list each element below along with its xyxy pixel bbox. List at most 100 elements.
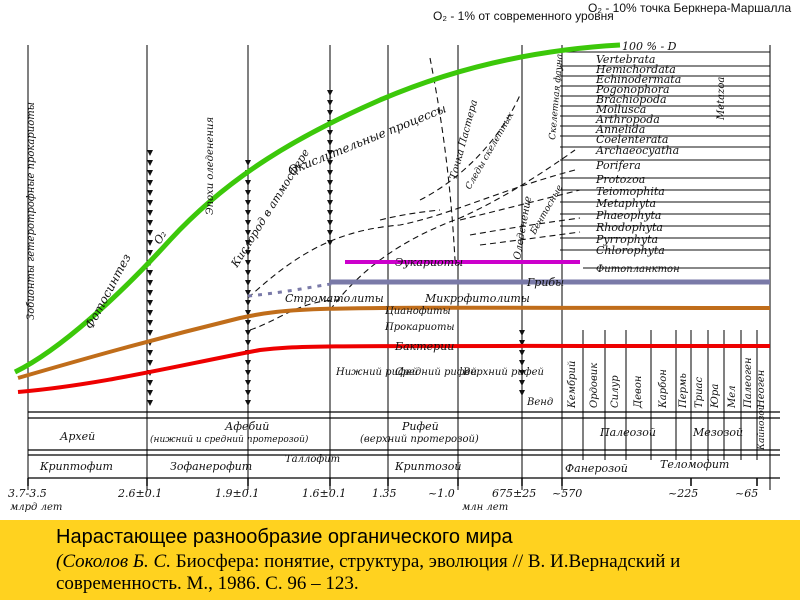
age-label: 1.35 [372, 487, 397, 500]
glaciation-triangle [245, 210, 251, 216]
glaciation-triangle [327, 230, 333, 236]
age-unit-billion: млрд лет [10, 502, 62, 513]
label-bacteria: Бактерии [394, 340, 454, 353]
glaciation-triangle [147, 240, 153, 246]
glaciation-triangle [245, 290, 251, 296]
glaciation-triangle [147, 190, 153, 196]
geologic-period-label: Ордовик [589, 363, 600, 408]
age-label: 3.7-3.5 [8, 487, 47, 500]
o2-ten-percent-label: O₂ - 10% точка Беркнера-Маршалла [588, 1, 791, 15]
glaciation-triangle [327, 130, 333, 136]
taxon-label: Teiomophita [596, 185, 665, 198]
glaciation-triangle [147, 400, 153, 406]
glaciation-triangle [327, 170, 333, 176]
eon-kainozoic: Кайнозой [757, 404, 767, 451]
phyto-zophanerophyte: Зофанерофит [170, 460, 252, 473]
glaciation-triangle [245, 310, 251, 316]
label-benthic: Бентосные [528, 183, 565, 237]
geologic-period-label: Триас [694, 377, 705, 408]
label-oxygen-atmosphere: Кислород в атмосфере [228, 146, 312, 270]
caption-authors: (Соколов Б. С. [56, 551, 171, 572]
glaciation-triangle [245, 370, 251, 376]
geologic-period-label: Карбон [658, 369, 669, 409]
glaciation-triangle [147, 180, 153, 186]
taxon-label: Protozoa [595, 173, 645, 186]
period-lower-riphean: Нижний рифей [335, 367, 418, 378]
taxon-label: Porifera [595, 159, 641, 172]
glaciation-triangle [519, 370, 525, 376]
glaciation-triangle [147, 290, 153, 296]
glaciation-triangle [327, 220, 333, 226]
label-stromatolites: Строматолиты [285, 292, 384, 305]
time-table-lines [28, 411, 780, 479]
glaciation-triangle [519, 390, 525, 396]
glaciation-triangle [327, 140, 333, 146]
taxon-label: Metaphyta [595, 197, 656, 210]
glaciation-triangle [245, 280, 251, 286]
period-middle-riphean: Средний рифей [395, 367, 477, 378]
label-fungi: Грибы [526, 276, 564, 289]
label-cyanophyta: Цианофиты [385, 306, 451, 317]
geologic-period-label: Палеоген [743, 357, 754, 409]
band-stromatolites [247, 280, 346, 298]
eon-mesozoic: Мезозой [692, 426, 743, 439]
taxon-label: Arthropoda [595, 113, 660, 126]
age-unit-million: млн лет [462, 502, 508, 513]
o2-one-percent-text: O₂ - 1% от современного уровня [433, 9, 614, 23]
eon-aphebian-sub: (нижний и средний протерозой) [150, 434, 309, 445]
geologic-period-label: Кембрий [567, 361, 578, 409]
age-label: 675±25 [492, 487, 536, 500]
label-photosynthesis: Фотосинтез [82, 251, 133, 331]
glaciation-triangle [245, 380, 251, 386]
glaciation-triangle [519, 350, 525, 356]
taxon-label: Archaeocyatha [595, 144, 679, 157]
geologic-period-label: Силур [610, 375, 621, 408]
label-microphytolites: Микрофитолиты [424, 292, 530, 305]
geologic-period-label: Мел [727, 385, 738, 409]
glaciation-triangle [147, 380, 153, 386]
glaciation-triangle [147, 310, 153, 316]
glaciation-triangle [245, 250, 251, 256]
taxon-label: Brachiopoda [595, 93, 667, 106]
glaciation-triangle [327, 180, 333, 186]
label-anaerobic: Зобионты гетеротрофные прокариоты [26, 102, 37, 320]
geologic-periods: Кембрий Ордовик Силур Девон Карбон Пермь Триас… [567, 357, 767, 409]
glaciation-triangle [327, 240, 333, 246]
age-label: ~225 [668, 487, 698, 500]
glaciation-triangle [245, 230, 251, 236]
phyto-cryptophyte: Криптофит [39, 460, 113, 473]
glaciation-triangle [147, 390, 153, 396]
glaciation-triangle [147, 220, 153, 226]
eon-aphebian: Афебий [224, 420, 269, 433]
age-label: ~65 [735, 487, 758, 500]
caption-reference: (Соколов Б. С. Биосфера: понятие, структ… [56, 551, 776, 595]
glaciation-triangle [245, 320, 251, 326]
taxon-label: Annelida [595, 123, 645, 136]
glaciation-triangle [245, 200, 251, 206]
eon-paleozoic: Палеозой [599, 426, 656, 439]
glaciation-triangle [147, 320, 153, 326]
age-label: ~570 [552, 487, 582, 500]
taxon-label: Echinodermata [595, 73, 681, 86]
glaciation-triangle [147, 210, 153, 216]
taxon-branches [560, 51, 770, 269]
label-metazoa: Metazoa [716, 77, 727, 121]
label-skeletal-fauna: Скелетная фауна [548, 53, 565, 140]
phyto-phanerozoic: Фанерозой [565, 462, 628, 475]
glaciation-triangle [245, 300, 251, 306]
glaciation-triangle [245, 270, 251, 276]
taxon-label: Chlorophyta [596, 244, 665, 257]
glaciation-triangle [245, 260, 251, 266]
age-label: 1.6±0.1 [302, 487, 346, 500]
label-oxidation: Окислительные процессы [286, 101, 448, 177]
glaciation-triangle [519, 360, 525, 366]
time-axis-ticks [27, 478, 758, 486]
age-labels: 3.7-3.5 2.6±0.1 1.9±0.1 1.6±0.1 1.35 ~1.0 675±… [8, 487, 758, 500]
glaciation-triangle [147, 270, 153, 276]
taxon-label: Phaeophyta [595, 209, 662, 222]
geologic-period-label: Неоген [756, 370, 767, 409]
glaciation-triangle [327, 190, 333, 196]
age-label: 2.6±0.1 [117, 487, 162, 500]
label-phytoplankton: Фитопланктон [596, 264, 680, 275]
geologic-period-label: Девон [633, 376, 644, 409]
